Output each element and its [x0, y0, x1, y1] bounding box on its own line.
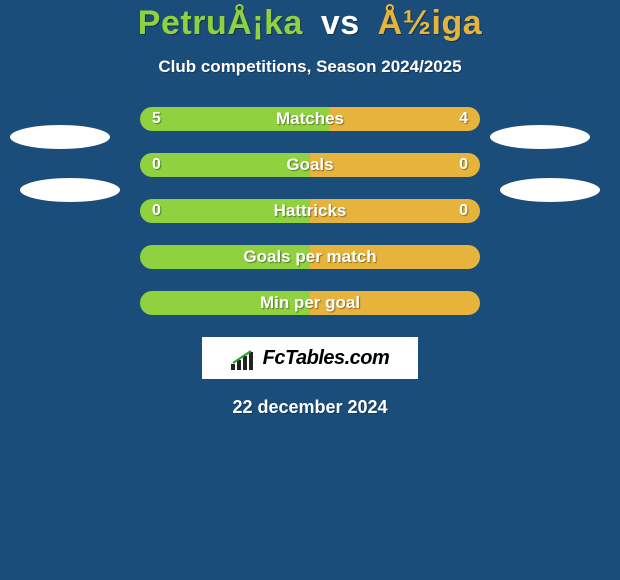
- stat-value-right: 0: [459, 202, 468, 220]
- stat-row-goals-per-match: Goals per match: [140, 245, 480, 269]
- page: PetruÅ¡ka vs Å½iga Club competitions, Se…: [0, 0, 620, 580]
- stat-row-goals: 0 Goals 0: [140, 153, 480, 177]
- page-title: PetruÅ¡ka vs Å½iga: [138, 4, 482, 43]
- stat-value-left: 0: [152, 202, 161, 220]
- stat-value-left: 5: [152, 110, 161, 128]
- stat-fill-right: [329, 107, 480, 131]
- bar-chart-icon: [231, 350, 257, 370]
- stat-label: Goals per match: [243, 247, 376, 267]
- stat-label: Goals: [286, 155, 333, 175]
- stat-row-matches: 5 Matches 4: [140, 107, 480, 131]
- player1-name: PetruÅ¡ka: [138, 4, 303, 42]
- stat-value-right: 0: [459, 156, 468, 174]
- stat-value-right: 4: [459, 110, 468, 128]
- stat-label: Hattricks: [274, 201, 347, 221]
- stat-value-left: 0: [152, 156, 161, 174]
- vs-label: vs: [321, 4, 360, 42]
- ellipse-second-left: [20, 178, 120, 202]
- stat-fill-right: [310, 153, 480, 177]
- stat-label: Matches: [276, 109, 344, 129]
- player2-name: Å½iga: [378, 4, 483, 42]
- stat-fill-left: [140, 153, 310, 177]
- date-label: 22 december 2024: [232, 397, 387, 418]
- branding-text: FcTables.com: [263, 347, 390, 370]
- stat-label: Min per goal: [260, 293, 360, 313]
- stat-row-min-per-goal: Min per goal: [140, 291, 480, 315]
- subtitle: Club competitions, Season 2024/2025: [158, 57, 461, 77]
- ellipse-top-left: [10, 125, 110, 149]
- stat-row-hattricks: 0 Hattricks 0: [140, 199, 480, 223]
- ellipse-second-right: [500, 178, 600, 202]
- ellipse-top-right: [490, 125, 590, 149]
- branding-badge: FcTables.com: [202, 337, 418, 379]
